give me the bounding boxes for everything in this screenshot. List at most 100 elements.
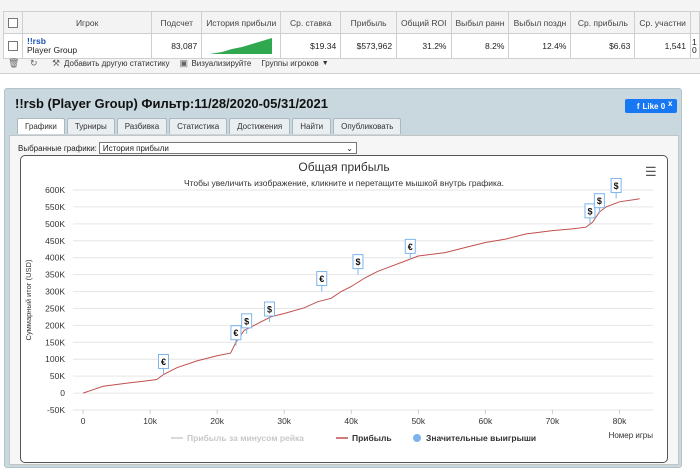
x-tick-label: 0 <box>81 416 86 426</box>
col-count[interactable]: Подсчет <box>151 11 203 34</box>
chart-title: Общая прибыль <box>298 160 390 174</box>
tab-publish[interactable]: Опубликовать <box>333 118 402 134</box>
visualize-label: Визуализируйте <box>191 58 252 68</box>
add-stats-button[interactable]: ⚒ Добавить другую статистику <box>52 57 170 68</box>
y-tick-label: 150K <box>45 337 65 347</box>
close-button[interactable]: x <box>668 99 673 108</box>
y-tick-label: 50K <box>50 371 65 381</box>
col-early-out[interactable]: Выбыл ранн <box>450 11 510 34</box>
stats-table: Игрок Подсчет История прибыли Ср. ставка… <box>3 11 700 59</box>
refresh-icon: ↻ <box>30 57 38 68</box>
x-tick-label: 80k <box>613 416 627 426</box>
chart-select[interactable]: История прибыли ⌄ <box>98 142 357 154</box>
tab-achievements[interactable]: Достижения <box>229 118 291 134</box>
refresh-button[interactable]: ↻ <box>30 57 42 68</box>
facebook-like-button[interactable]: f Like 0 <box>625 99 677 113</box>
trash-icon: 🗑 <box>8 57 20 68</box>
win-flag-box <box>316 271 328 287</box>
avg-entrants-cell: 1,541 <box>634 33 691 59</box>
col-profit[interactable]: Прибыль <box>340 11 398 34</box>
row-checkbox-cell[interactable] <box>3 33 23 59</box>
hamburger-menu-icon[interactable]: ☰ <box>645 164 657 179</box>
win-flag-box <box>241 313 253 329</box>
col-late-out[interactable]: Выбыл поздн <box>508 11 572 34</box>
win-flag-box <box>610 177 622 193</box>
tab-content: Выбранные графики: История прибыли ⌄ Обща… <box>9 135 679 465</box>
x-tick-label: 10k <box>143 416 157 426</box>
y-tick-label: 200K <box>45 320 65 330</box>
panel-title: !!rsb (Player Group) Фильтр:11/28/2020-0… <box>15 96 328 111</box>
delete-button[interactable]: 🗑 <box>8 57 20 68</box>
late-out-cell: 12.4% <box>508 33 572 59</box>
col-avg-profit[interactable]: Ср. прибыль <box>570 11 636 34</box>
tab-find[interactable]: Найти <box>292 118 332 134</box>
win-flag-box <box>584 203 596 219</box>
legend-symbol-wins <box>413 434 421 442</box>
win-flag-label: $ <box>244 316 249 326</box>
chart-container[interactable]: Общая прибыль Чтобы увеличить изображени… <box>20 155 668 463</box>
tab-charts[interactable]: Графики <box>17 118 65 134</box>
add-stats-label: Добавить другую статистику <box>64 58 170 68</box>
y-tick-label: 350K <box>45 270 65 280</box>
facebook-icon: f <box>636 101 640 111</box>
col-avg-stake[interactable]: Ср. ставка <box>280 11 342 34</box>
table-row[interactable]: !!rsb Player Group 83,087 $19.34 $573,96… <box>3 33 700 59</box>
row-checkbox[interactable] <box>8 41 18 52</box>
win-flag-box <box>263 301 275 317</box>
y-tick-label: -50K <box>47 405 65 415</box>
y-tick-label: 500K <box>45 219 65 229</box>
player-cell[interactable]: !!rsb Player Group <box>21 33 153 59</box>
win-flag-label: $ <box>587 206 592 216</box>
visualize-button[interactable]: ▣ Визуализируйте <box>179 58 252 68</box>
x-tick-label: 30k <box>277 416 291 426</box>
extra-b: 0 <box>691 45 697 55</box>
y-tick-label: 450K <box>45 236 65 246</box>
tab-breakdown[interactable]: Разбивка <box>116 118 168 134</box>
player-groups-label: Группы игроков <box>261 58 319 68</box>
player-group-label: Player Group <box>27 45 78 55</box>
x-tick-label: 50k <box>411 416 425 426</box>
legend-item-profit: Прибыль <box>352 433 392 443</box>
player-name-link[interactable]: !!rsb <box>27 36 46 46</box>
y-tick-label: 400K <box>45 253 65 263</box>
win-flag-label: € <box>319 274 324 284</box>
win-flag-label: $ <box>614 181 619 191</box>
col-roi[interactable]: Общий ROI <box>396 11 452 34</box>
select-all-checkbox[interactable] <box>8 17 18 28</box>
profit-history-sparkline-cell[interactable] <box>201 33 282 59</box>
col-profit-history[interactable]: История прибыли <box>201 11 282 34</box>
y-tick-label: 600K <box>45 185 65 195</box>
extra-a: 1 <box>691 37 697 47</box>
y-tick-label: 550K <box>45 202 65 212</box>
col-extra <box>689 11 700 34</box>
col-player[interactable]: Игрок <box>21 11 153 34</box>
chart-subtitle: Чтобы увеличить изображение, кликните и … <box>183 178 505 188</box>
y-tick-label: 100K <box>45 354 65 364</box>
x-axis-title: Номер игры <box>609 431 654 440</box>
win-flag-box <box>404 238 416 254</box>
tab-tournaments[interactable]: Турниры <box>66 118 115 134</box>
header-checkbox-cell[interactable] <box>3 11 23 34</box>
win-flag-box <box>593 193 605 209</box>
player-panel: !!rsb (Player Group) Фильтр:11/28/2020-0… <box>4 88 682 468</box>
win-flag-label: € <box>161 357 166 367</box>
win-flag-label: $ <box>267 305 272 315</box>
x-tick-label: 70k <box>546 416 560 426</box>
x-tick-label: 40k <box>344 416 358 426</box>
win-flag-label: $ <box>355 257 360 267</box>
stats-area: Игрок Подсчет История прибыли Ср. ставка… <box>0 0 700 74</box>
avg-profit-cell: $6.63 <box>570 33 636 59</box>
count-cell: 83,087 <box>151 33 203 59</box>
x-tick-label: 20k <box>210 416 224 426</box>
col-avg-entrants[interactable]: Ср. участни <box>634 11 691 34</box>
player-groups-dropdown[interactable]: Группы игроков ▼ <box>261 59 328 68</box>
profit-chart[interactable]: -50K 0 50K 100K 150K 200K 250K 300K 350K 400K 450K… <box>21 156 667 462</box>
win-flag-box <box>230 325 242 341</box>
avg-stake-cell: $19.34 <box>280 33 342 59</box>
legend-item-wins: Значительные выигрыши <box>426 433 536 443</box>
tab-statistics[interactable]: Статистика <box>169 118 228 134</box>
y-tick-label: 0 <box>60 388 65 398</box>
tools-icon: ⚒ <box>52 57 61 68</box>
extra-cell: 1 0 <box>689 33 700 59</box>
y-tick-label: 300K <box>45 287 65 297</box>
